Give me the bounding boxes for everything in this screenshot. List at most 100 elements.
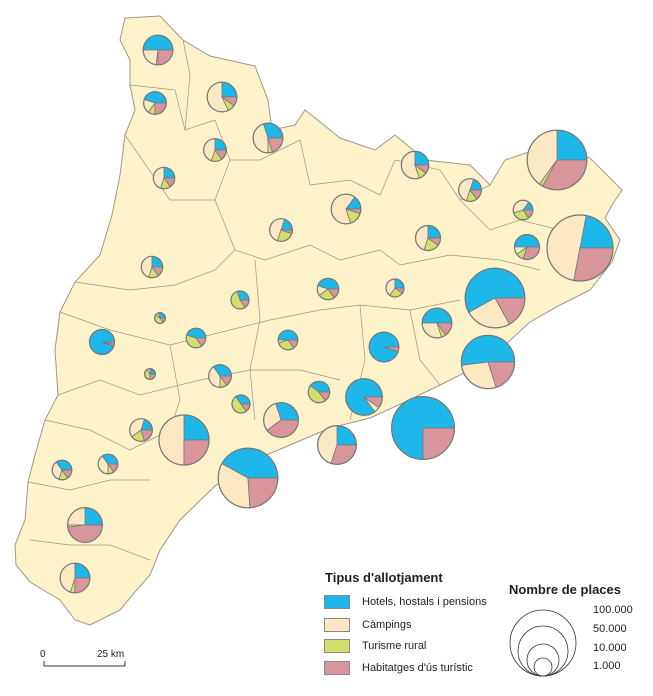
scale-start-label: 0	[40, 649, 46, 660]
pie-chart	[317, 425, 357, 465]
pie-charts	[51, 34, 614, 594]
pie-outline	[391, 396, 456, 461]
pie-chart	[368, 331, 400, 363]
legend-label-rural: Turisme rural	[362, 640, 427, 652]
size-label-1000: 1.000	[593, 660, 621, 672]
pie-outline	[512, 199, 534, 221]
pie-chart	[316, 277, 340, 301]
pie-chart	[414, 224, 442, 252]
pie-outline	[152, 166, 176, 190]
comarca-border	[182, 39, 191, 131]
pie-outline	[67, 507, 103, 543]
pie-outline	[51, 459, 73, 481]
pie-chart	[140, 255, 164, 279]
comarca-border	[74, 249, 236, 291]
pie-chart	[421, 307, 453, 339]
pie-chart	[158, 414, 210, 466]
size-legend-title: Nombre de places	[509, 582, 621, 597]
pie-chart	[88, 328, 116, 356]
pie-chart	[152, 166, 176, 190]
legend-label-habitatges: Habitatges d'ús turístic	[362, 662, 473, 674]
pie-chart	[51, 459, 73, 481]
comarca-border	[59, 299, 461, 346]
pie-outline	[277, 329, 299, 351]
pie-outline	[269, 218, 293, 242]
pie-outline	[230, 290, 250, 310]
pie-outline	[400, 150, 430, 180]
pie-outline	[414, 224, 442, 252]
size-legend-circle	[533, 657, 553, 677]
size-label-50000: 50.000	[593, 623, 627, 635]
pie-chart	[464, 267, 526, 329]
comarca-border	[339, 249, 541, 271]
comarca-border	[129, 84, 216, 131]
pie-outline	[206, 81, 238, 113]
scale-bar	[43, 661, 126, 667]
pie-outline	[143, 91, 167, 115]
comarca-border	[249, 259, 261, 421]
pie-outline	[513, 233, 541, 261]
pie-outline	[203, 138, 227, 162]
legend-label-hotels: Hotels, hostals i pensions	[362, 596, 487, 608]
pie-chart	[526, 129, 588, 191]
pie-chart	[129, 418, 153, 442]
pie-outline	[129, 418, 153, 442]
pie-outline	[546, 214, 614, 282]
pie-chart	[385, 278, 405, 298]
comarca-border	[214, 199, 341, 261]
pie-chart	[185, 327, 207, 349]
pie-chart	[277, 329, 299, 351]
size-legend-circle	[517, 625, 569, 677]
pie-chart	[400, 150, 430, 180]
pie-outline	[154, 312, 167, 325]
pie-outline	[208, 364, 232, 388]
pie-chart	[217, 447, 279, 509]
legend-title: Tipus d'allotjament	[325, 570, 443, 585]
pie-chart	[391, 396, 456, 461]
pie-chart	[143, 91, 167, 115]
pie-outline	[142, 34, 174, 66]
size-label-10000: 10.000	[593, 642, 627, 654]
pie-chart	[252, 122, 284, 154]
pie-outline	[458, 178, 482, 202]
swatch-rural	[324, 639, 350, 653]
pie-outline	[460, 334, 516, 390]
pie-chart	[460, 334, 516, 390]
pie-outline	[252, 122, 284, 154]
pie-outline	[385, 278, 405, 298]
size-label-100000: 100.000	[593, 604, 633, 616]
comarca-border	[124, 134, 231, 201]
pie-outline	[158, 414, 210, 466]
pie-outline	[464, 267, 526, 329]
pie-slice-habitatges	[573, 247, 614, 282]
pie-outline	[345, 378, 383, 416]
territory-outline	[14, 15, 623, 626]
scale-end-label: 25 km	[97, 649, 125, 660]
pie-outline	[368, 331, 400, 363]
pie-outline	[317, 425, 357, 465]
pie-chart	[206, 81, 238, 113]
comarca-border	[299, 139, 396, 196]
pie-outline	[144, 368, 157, 381]
pie-chart	[345, 378, 383, 416]
comarca-border	[459, 199, 561, 231]
pie-outline	[263, 402, 299, 438]
pie-chart	[269, 218, 293, 242]
pie-chart	[512, 199, 534, 221]
pie-outline	[185, 327, 207, 349]
pie-outline	[316, 277, 340, 301]
pie-chart	[230, 290, 250, 310]
pie-outline	[307, 380, 331, 404]
pie-chart	[458, 178, 482, 202]
pie-chart	[67, 507, 103, 543]
pie-chart	[208, 364, 232, 388]
comarca-border	[44, 419, 171, 451]
size-legend-circle	[509, 609, 577, 677]
pie-chart	[203, 138, 227, 162]
swatch-hotels	[324, 595, 350, 609]
pie-outline	[97, 453, 119, 475]
swatch-habitatges	[324, 661, 350, 675]
pie-chart	[154, 312, 167, 325]
pie-outline	[421, 307, 453, 339]
